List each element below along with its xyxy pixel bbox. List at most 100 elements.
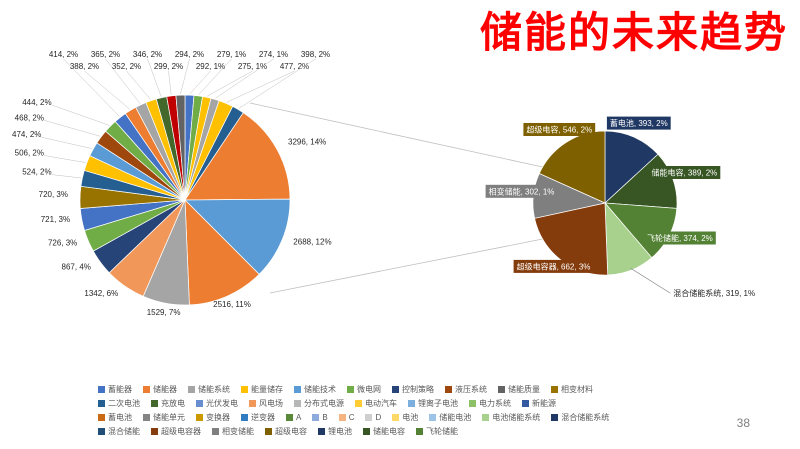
legend-item-label: 充放电 (161, 399, 185, 408)
detail-pie-data-label: 蓄电池, 393, 2% (610, 118, 668, 128)
main-pie-data-label: 867, 4% (62, 263, 91, 272)
legend-color-swatch (286, 414, 293, 421)
legend-item-label: A (296, 413, 302, 422)
legend-color-swatch (482, 414, 490, 421)
legend-color-swatch (445, 386, 452, 393)
main-pie-data-label: 2516, 11% (213, 300, 251, 309)
label-leader-line (41, 136, 93, 149)
main-pie-data-label: 444, 2% (22, 98, 51, 107)
legend-item-label: 飞轮储能 (426, 427, 458, 436)
legend-item: C (338, 413, 355, 422)
legend-item: 储能器 (143, 384, 177, 395)
legend-item: 储能电池 (429, 412, 471, 423)
main-pie-data-label: 721, 3% (41, 215, 70, 224)
legend-item-label: 微电网 (357, 385, 381, 394)
detail-pie: 蓄电池, 393, 2% 储能电容, 389, 2% 飞轮储能, 374, 2% 混合… (485, 116, 755, 298)
legend-item-label: 蓄电池 (108, 413, 132, 422)
legend-item-label: 储能系统 (198, 385, 230, 394)
legend-item: B (312, 413, 328, 422)
legend-item: 锂电池 (318, 426, 352, 437)
pie-connector-lines (249, 102, 543, 294)
main-pie-data-label: 3296, 14% (288, 137, 326, 146)
detail-pie-data-label: 飞轮储能, 374, 2% (647, 233, 713, 243)
main-pie-data-label: 524, 2% (22, 168, 51, 177)
legend-item: 相变储能 (212, 426, 254, 437)
legend-color-swatch (338, 414, 346, 421)
detail-pie-label-chip (644, 231, 716, 245)
legend-item: 能量储存 (241, 384, 283, 395)
legend-color-swatch (196, 414, 203, 421)
legend-color-swatch (363, 428, 370, 435)
legend-item: 充放电 (151, 398, 185, 409)
legend-item: 混合储能 (98, 426, 140, 437)
label-leader-line (180, 58, 190, 95)
legend-item: 蓄电池 (98, 412, 132, 423)
legend-item: 储能单元 (143, 412, 185, 423)
main-pie-data-label: 294, 2% (175, 50, 204, 59)
legend-item-label: 储能电池 (439, 413, 472, 422)
legend-item: 蓄能器 (98, 384, 132, 395)
legend-item-label: B (322, 413, 328, 422)
legend-item: 分布式电源 (294, 398, 344, 409)
legend-color-swatch (98, 428, 105, 435)
legend-color-swatch (143, 414, 150, 421)
legend-color-swatch (416, 428, 423, 435)
legend-item: 超级电容 (265, 426, 307, 437)
legend-item: 储能质量 (498, 384, 540, 395)
legend-item-label: 储能质量 (508, 385, 540, 394)
legend-item-label: 液压系统 (455, 385, 487, 394)
label-leader-line (63, 58, 120, 117)
detail-pie-data-label: 储能电容, 389, 2% (651, 168, 717, 178)
legend-color-swatch (551, 414, 559, 421)
connector-line-bottom (269, 238, 543, 294)
legend-color-swatch (408, 400, 415, 407)
label-leader-line (43, 155, 86, 163)
legend-item-label: 新能源 (532, 399, 556, 408)
legend-row: 混合储能 超级电容器 相变储能 超级电容 锂电池 储能电容 飞轮储能 (98, 426, 788, 437)
label-leader-line (168, 70, 172, 95)
legend-color-swatch (151, 400, 158, 407)
legend-item-label: 能量储存 (251, 385, 283, 394)
main-pie: 292, 1% 279, 1% 275, 1% 274, 1% 477, 2% 398, … (12, 50, 332, 317)
legend-item: 液压系统 (445, 384, 487, 395)
main-pie-data-label: 365, 2% (91, 50, 120, 59)
legend-item: A (286, 413, 301, 422)
legend-color-swatch (265, 428, 272, 435)
legend-color-swatch (98, 400, 105, 407)
legend-color-swatch (318, 428, 325, 435)
legend-item: 相变材料 (551, 384, 593, 395)
detail-pie-label-chip (485, 184, 558, 198)
legend-item: 飞轮储能 (416, 426, 458, 437)
label-leader-line (198, 58, 232, 96)
legend-item-label: 电力系统 (479, 399, 511, 408)
legend-row: 二次电池 充放电 光伏发电 风电场 分布式电源 电动汽车 锂离子电池 电力系统 新能源 (98, 398, 788, 409)
legend-item-label: 电动汽车 (365, 399, 397, 408)
legend-item-label: C (348, 413, 355, 422)
legend-item: 储能系统 (188, 384, 230, 395)
legend-item-label: 储能器 (153, 385, 177, 394)
legend-item-label: D (375, 413, 382, 422)
legend-item: 光伏发电 (196, 398, 238, 409)
legend-color-swatch (392, 386, 399, 393)
detail-pie-slice (604, 130, 659, 204)
legend-item-label: 储能单元 (153, 413, 185, 422)
label-leader-line (226, 70, 295, 103)
detail-pie-data-label: 混合储能系统, 319, 1% (673, 288, 755, 298)
legend-item-label: 储能电容 (373, 427, 405, 436)
main-pie-data-label: 279, 1% (217, 50, 246, 59)
legend-color-swatch (196, 400, 203, 407)
label-leader-line (238, 58, 316, 109)
detail-pie-data-label: 相变储能, 302, 1% (489, 186, 555, 196)
legend-item-label: 超级电容器 (161, 427, 201, 436)
main-pie-data-label: 1342, 6% (84, 289, 118, 298)
legend-item: 储能电容 (363, 426, 405, 437)
legend-color-swatch (522, 400, 529, 407)
legend-item: 混合储能系统 (551, 412, 609, 423)
legend-item-label: 锂电池 (328, 427, 352, 436)
detail-pie-data-label: 超级电容器, 662, 3% (517, 261, 591, 271)
main-pie-data-label: 468, 2% (15, 113, 44, 122)
legend-item: 新能源 (522, 398, 556, 409)
main-pie-data-label: 474, 2% (12, 130, 41, 139)
